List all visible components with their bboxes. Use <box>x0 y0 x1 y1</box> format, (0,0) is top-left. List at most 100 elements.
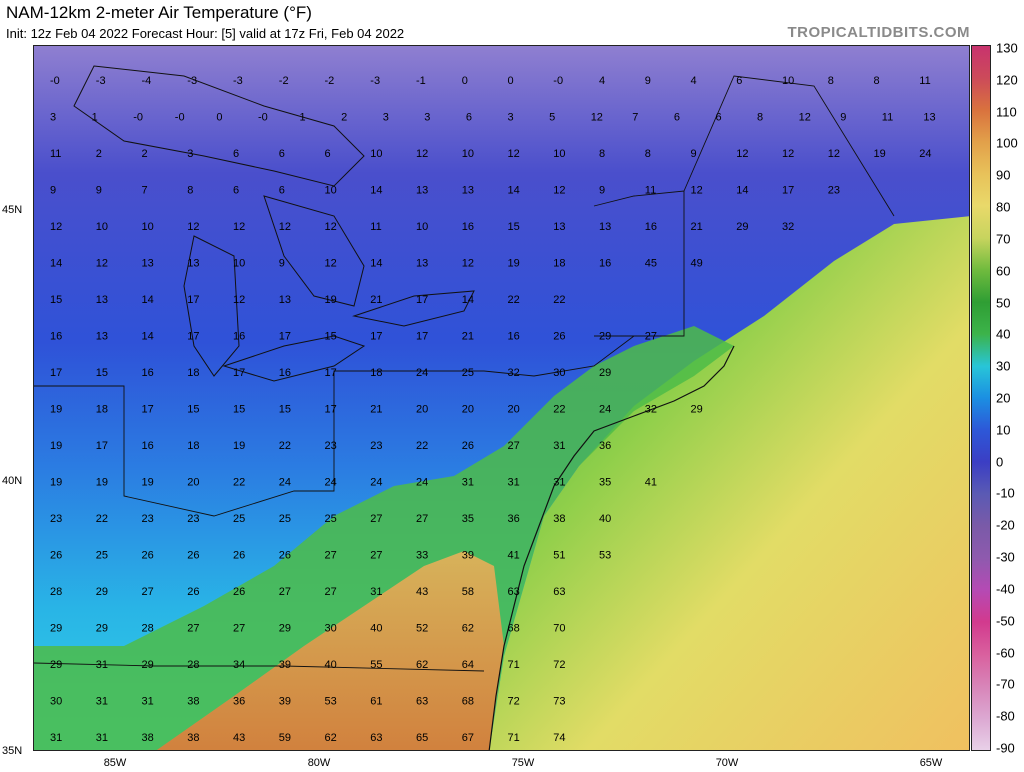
temperature-value: 29 <box>96 586 108 598</box>
temperature-value: 16 <box>233 331 245 343</box>
temperature-value: 8 <box>599 148 605 160</box>
temperature-value: 2 <box>341 112 347 124</box>
temperature-value: 11 <box>370 221 381 233</box>
temperature-value: 27 <box>233 623 245 635</box>
temperature-value: 2 <box>96 148 102 160</box>
warm-sector <box>156 551 504 750</box>
temperature-value: 27 <box>416 513 428 525</box>
temperature-value: 6 <box>279 148 285 160</box>
frontal-zone <box>34 326 734 750</box>
colorbar-tick-label: -20 <box>996 517 1015 533</box>
temperature-value: 39 <box>462 550 474 562</box>
temperature-value: -0 <box>175 112 185 124</box>
temperature-value: -3 <box>370 75 380 87</box>
temperature-value: 22 <box>279 440 291 452</box>
temperature-value: 51 <box>553 550 565 562</box>
temperature-value: 22 <box>553 294 565 306</box>
temperature-value: 25 <box>233 513 245 525</box>
temperature-value: 24 <box>919 148 931 160</box>
temperature-value: 27 <box>645 331 657 343</box>
temperature-value: 23 <box>828 185 840 197</box>
temperature-value: 31 <box>553 440 565 452</box>
temperature-value: 22 <box>96 513 108 525</box>
colorbar-tick-label: 0 <box>996 454 1004 470</box>
temperature-value: 36 <box>233 696 245 708</box>
colorbar-tick-label: -70 <box>996 676 1015 692</box>
temperature-value: 33 <box>416 550 428 562</box>
temperature-value: 39 <box>279 696 291 708</box>
temperature-value: 1 <box>300 112 306 124</box>
temperature-value: 14 <box>142 294 154 306</box>
colorbar-tick-label: -50 <box>996 613 1015 629</box>
temperature-value: 14 <box>736 185 748 197</box>
temperature-value: 10 <box>96 221 108 233</box>
temperature-value: 10 <box>416 221 428 233</box>
temperature-value: 24 <box>416 367 428 379</box>
temperature-value: 17 <box>325 367 337 379</box>
temperature-value: 41 <box>645 477 657 489</box>
temperature-value: 53 <box>599 550 611 562</box>
temperature-value: 24 <box>279 477 291 489</box>
temperature-value: 13 <box>599 221 611 233</box>
temperature-value: 59 <box>279 732 291 744</box>
temperature-value: 19 <box>233 440 245 452</box>
temperature-value: -0 <box>553 75 563 87</box>
temperature-value: 15 <box>50 294 62 306</box>
temperature-value: 28 <box>50 586 62 598</box>
temperature-value: 15 <box>187 404 199 416</box>
temperature-value: 19 <box>508 258 520 270</box>
temperature-value: 9 <box>645 75 651 87</box>
temperature-value: 12 <box>736 148 748 160</box>
temperature-value: 11 <box>645 185 656 197</box>
temperature-value: 55 <box>370 659 382 671</box>
temperature-value: -2 <box>325 75 335 87</box>
temperature-value: 29 <box>599 367 611 379</box>
temperature-value: -0 <box>50 75 60 87</box>
temperature-value: 27 <box>325 550 337 562</box>
temperature-value: 45 <box>645 258 657 270</box>
temperature-value: 31 <box>508 477 520 489</box>
colorbar-tick-label: 50 <box>996 295 1011 311</box>
temperature-value: 14 <box>462 294 474 306</box>
temperature-value: 63 <box>508 586 520 598</box>
temperature-value: 17 <box>782 185 794 197</box>
y-tick-label: 35N <box>2 745 23 757</box>
temperature-value: 12 <box>187 221 199 233</box>
temperature-value: 16 <box>508 331 520 343</box>
temperature-value: 43 <box>416 586 428 598</box>
temperature-value: 36 <box>599 440 611 452</box>
temperature-value: 40 <box>599 513 611 525</box>
temperature-value: 63 <box>416 696 428 708</box>
temperature-value: 21 <box>370 404 382 416</box>
temperature-value: 53 <box>325 696 337 708</box>
temperature-value: 23 <box>187 513 199 525</box>
temperature-value: -3 <box>96 75 106 87</box>
temperature-value: 6 <box>674 112 680 124</box>
temperature-labels: -0 -3 -4 -3 -3 -2 -2 -3 -1 0 0 -0 4 9 4 6 10 8 8 113 1 -0 -0 0-… <box>50 75 936 744</box>
temperature-value: 13 <box>96 331 108 343</box>
temperature-value: 38 <box>553 513 565 525</box>
temperature-value: 12 <box>233 294 245 306</box>
temperature-value: 17 <box>187 331 199 343</box>
temperature-value: 0 <box>216 112 222 124</box>
temperature-value: 19 <box>50 477 62 489</box>
temperature-value: 10 <box>782 75 794 87</box>
temperature-value: 17 <box>96 440 108 452</box>
temperature-value: 11 <box>919 75 930 87</box>
temperature-value: 12 <box>50 221 62 233</box>
temperature-value: 25 <box>96 550 108 562</box>
temperature-value: 16 <box>645 221 657 233</box>
temperature-value: 9 <box>840 112 846 124</box>
temperature-value: 27 <box>370 550 382 562</box>
colorbar-tick-label: 120 <box>996 72 1018 88</box>
temperature-value: 32 <box>782 221 794 233</box>
temperature-value: 68 <box>508 623 520 635</box>
temperature-value: 16 <box>142 367 154 379</box>
temperature-value: 58 <box>462 586 474 598</box>
temperature-value: 13 <box>416 185 428 197</box>
temperature-value: 22 <box>553 404 565 416</box>
temperature-value: 13 <box>187 258 199 270</box>
warm-ocean-region <box>489 216 969 750</box>
temperature-value: 18 <box>370 367 382 379</box>
temperature-value: 25 <box>325 513 337 525</box>
